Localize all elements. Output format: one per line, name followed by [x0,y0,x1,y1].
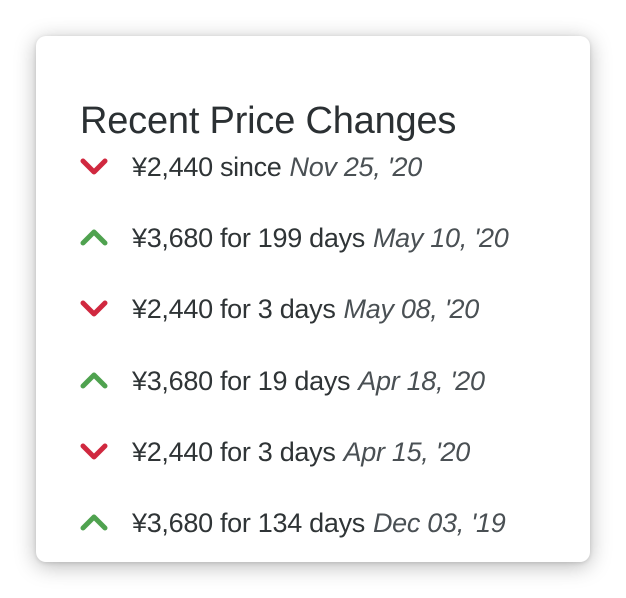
price-change-text: ¥2,440 since [132,151,282,182]
chevron-down-icon [80,157,108,177]
price-change-text: ¥3,680 for 134 days [132,507,365,538]
price-change-item: ¥2,440 for 3 days Apr 15, '20 [80,432,470,472]
price-change-date: Dec 03, '19 [372,507,506,538]
price-change-text: ¥2,440 for 3 days [132,436,336,467]
price-change-item: ¥3,680 for 134 days Dec 03, '19 [80,503,506,543]
chevron-up-icon [80,228,108,248]
price-change-date: Apr 15, '20 [343,436,471,467]
price-change-date: May 08, '20 [343,293,480,324]
card-title: Recent Price Changes [80,100,457,142]
price-change-date: May 10, '20 [372,222,509,253]
chevron-up-icon [80,371,108,391]
price-change-item: ¥3,680 for 19 days Apr 18, '20 [80,361,485,401]
chevron-down-icon [80,299,108,319]
chevron-down-icon [80,442,108,462]
price-change-item: ¥2,440 since Nov 25, '20 [80,147,422,187]
chevron-up-icon [80,513,108,533]
price-change-item: ¥3,680 for 199 days May 10, '20 [80,218,509,258]
price-change-item: ¥2,440 for 3 days May 08, '20 [80,289,479,329]
price-change-date: Nov 25, '20 [289,151,423,182]
price-change-text: ¥2,440 for 3 days [132,293,336,324]
price-change-text: ¥3,680 for 199 days [132,222,365,253]
price-change-date: Apr 18, '20 [358,365,485,396]
price-changes-card: Recent Price Changes ¥2,440 since Nov 25… [36,36,590,562]
price-change-text: ¥3,680 for 19 days [132,365,351,396]
